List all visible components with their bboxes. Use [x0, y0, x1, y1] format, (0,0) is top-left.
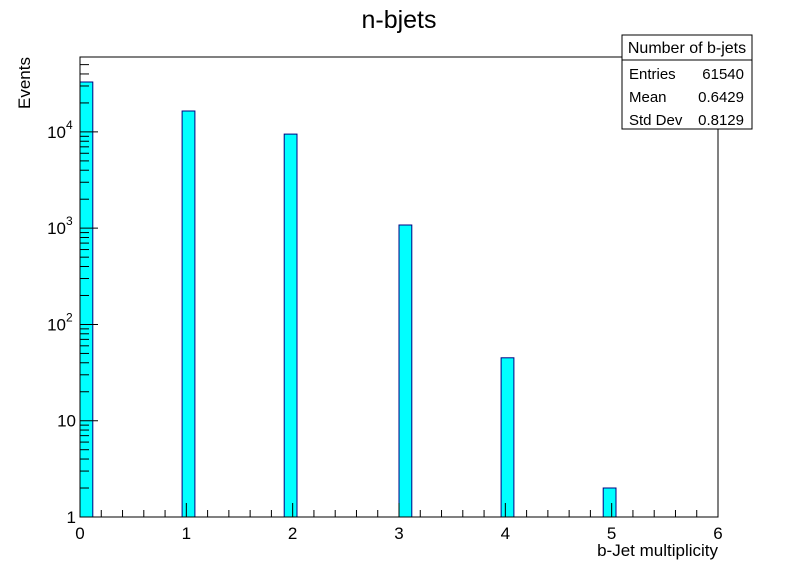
y-tick-label-4: 10 — [47, 123, 66, 142]
stats-box-frame — [621, 34, 753, 130]
y-tick-exponent-4: 4 — [66, 118, 73, 132]
x-tick-label-3: 3 — [394, 524, 403, 543]
histogram-bar-3 — [398, 224, 413, 518]
y-tick-label-0: 1 — [67, 508, 76, 527]
x-tick-label-6: 6 — [713, 524, 722, 543]
chart-title: n-bjets — [361, 6, 436, 34]
y-tick-label-3: 10 — [47, 219, 66, 238]
bars-group — [79, 81, 617, 518]
histogram-bar-2 — [283, 133, 298, 518]
stats-entries-label: Entries — [629, 66, 676, 83]
stats-stddev-label: Std Dev — [629, 112, 683, 129]
stats-entries-value: 61540 — [702, 66, 744, 83]
stats-mean-value: 0.6429 — [698, 89, 744, 106]
x-axis-label: b-Jet multiplicity — [597, 541, 718, 560]
y-tick-label-2: 10 — [47, 315, 66, 334]
histogram-bar-5 — [602, 487, 617, 518]
y-tick-exponent-3: 3 — [66, 214, 73, 228]
y-tick-label-1: 10 — [57, 412, 76, 431]
stats-box: Number of b-jets Entries 61540 Mean 0.64… — [621, 34, 753, 130]
stats-mean-label: Mean — [629, 89, 667, 106]
x-tick-label-4: 4 — [501, 524, 510, 543]
x-tick-label-0: 0 — [75, 524, 84, 543]
y-tick-exponent-2: 2 — [66, 310, 73, 324]
histogram-bar-1 — [181, 110, 196, 518]
stats-title: Number of b-jets — [628, 40, 746, 57]
y-axis-label: Events — [15, 57, 34, 109]
x-tick-label-5: 5 — [607, 524, 616, 543]
x-tick-label-1: 1 — [182, 524, 191, 543]
stats-stddev-value: 0.8129 — [698, 112, 744, 129]
x-tick-label-2: 2 — [288, 524, 297, 543]
histogram-bar-4 — [500, 357, 515, 518]
